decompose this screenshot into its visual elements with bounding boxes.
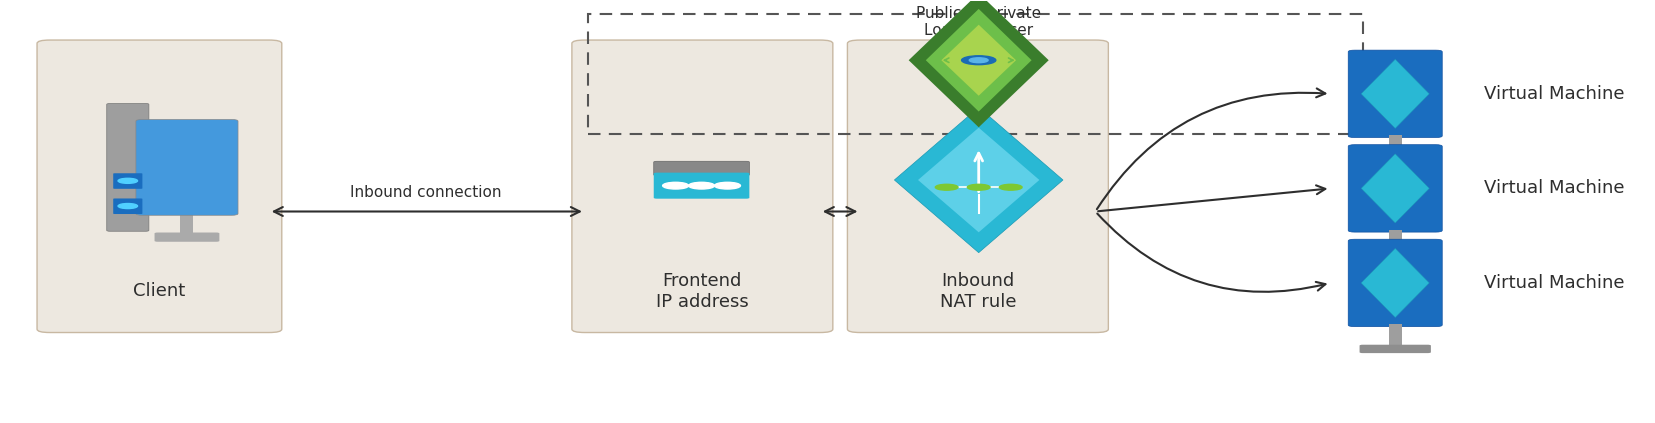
Polygon shape [1360,248,1430,318]
FancyBboxPatch shape [113,173,142,189]
Polygon shape [1360,154,1430,223]
Text: Inbound connection: Inbound connection [351,185,501,200]
FancyBboxPatch shape [154,233,220,242]
Circle shape [962,56,996,65]
Circle shape [688,182,715,189]
Circle shape [118,179,137,183]
Text: Client: Client [134,282,185,300]
FancyBboxPatch shape [36,40,281,332]
Text: Virtual Machine: Virtual Machine [1485,85,1625,103]
Polygon shape [942,25,1016,96]
Polygon shape [894,107,1063,253]
Text: Virtual Machine: Virtual Machine [1485,179,1625,198]
FancyBboxPatch shape [1389,230,1402,251]
Circle shape [1000,184,1023,190]
Polygon shape [925,9,1031,112]
Circle shape [118,203,137,209]
Text: Inbound
NAT rule: Inbound NAT rule [940,272,1016,311]
Text: Frontend
IP address: Frontend IP address [655,272,748,311]
FancyBboxPatch shape [847,40,1109,332]
FancyBboxPatch shape [1359,345,1432,353]
FancyBboxPatch shape [1349,50,1442,137]
FancyBboxPatch shape [573,40,832,332]
Circle shape [970,58,988,63]
Text: Virtual Machine: Virtual Machine [1485,274,1625,292]
FancyBboxPatch shape [136,119,238,215]
FancyBboxPatch shape [106,104,149,231]
FancyBboxPatch shape [654,173,750,199]
FancyBboxPatch shape [1349,239,1442,327]
Text: Public or private
Load Balancer: Public or private Load Balancer [917,5,1041,38]
Circle shape [662,182,688,189]
FancyBboxPatch shape [1359,250,1432,258]
FancyBboxPatch shape [654,161,750,176]
FancyBboxPatch shape [1359,156,1432,164]
FancyBboxPatch shape [113,198,142,214]
FancyBboxPatch shape [1349,145,1442,232]
Circle shape [935,184,958,190]
FancyBboxPatch shape [1389,135,1402,157]
Circle shape [968,184,990,190]
FancyBboxPatch shape [180,214,194,235]
Polygon shape [919,128,1039,232]
FancyBboxPatch shape [1389,324,1402,346]
Polygon shape [1360,59,1430,128]
Polygon shape [909,0,1049,127]
Circle shape [715,182,740,189]
